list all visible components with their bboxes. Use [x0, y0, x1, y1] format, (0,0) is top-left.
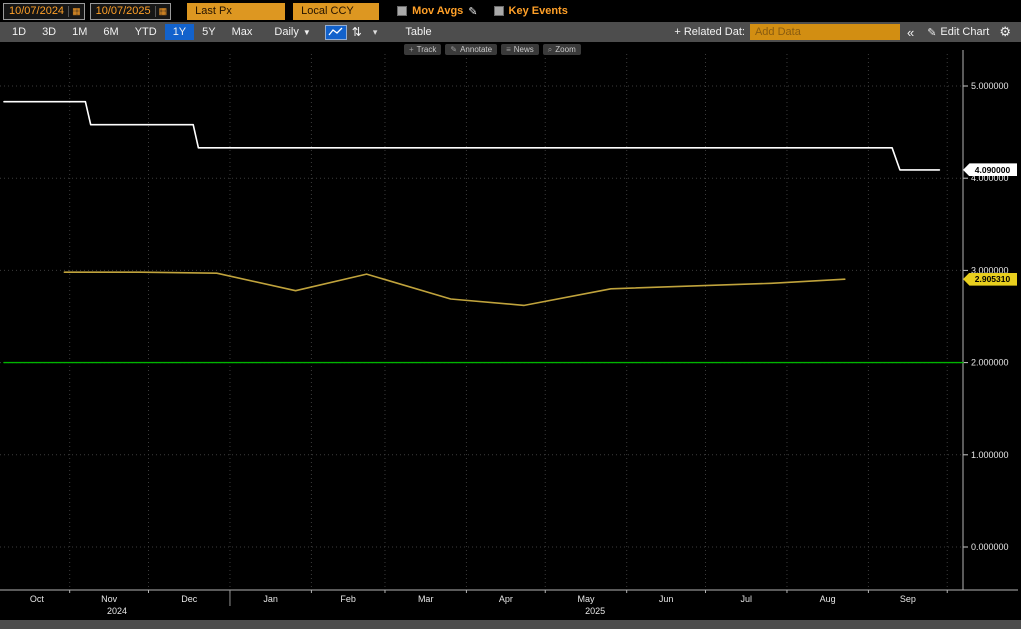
- svg-text:Jan: Jan: [263, 594, 278, 604]
- line-chart-type-icon[interactable]: [324, 24, 347, 40]
- key-events-label: Key Events: [508, 5, 568, 17]
- period-1d-button[interactable]: 1D: [12, 26, 27, 38]
- svg-text:Dec: Dec: [181, 594, 198, 604]
- add-data-input[interactable]: [749, 24, 900, 40]
- calendar-icon[interactable]: ▦: [68, 5, 81, 17]
- price-chart[interactable]: 0.000000 1.000000 2.000000 3.000000 4.000000…: [0, 42, 1021, 620]
- svg-text:Mar: Mar: [418, 594, 434, 604]
- key-events-group: Key Events: [493, 5, 568, 17]
- dropdown-caret-icon[interactable]: ▾: [372, 26, 378, 37]
- period-1y-button[interactable]: 1Y: [164, 24, 195, 40]
- chart-tool-annotate[interactable]: ✎ Annotate: [445, 44, 498, 55]
- key-events-checkbox[interactable]: [493, 6, 504, 16]
- svg-text:4.000000: 4.000000: [971, 173, 1009, 183]
- settings-gear-icon[interactable]: ⚙: [999, 24, 1011, 39]
- svg-text:Sep: Sep: [900, 594, 916, 604]
- chart-region: + Track ✎ Annotate ≡ News ⌕ Zoom 0.000000 1.0000…: [0, 42, 1021, 620]
- bottom-bar: [0, 620, 1021, 629]
- end-date-value: 10/07/2025: [95, 5, 151, 17]
- svg-text:Oct: Oct: [30, 594, 45, 604]
- period-1m-button[interactable]: 1M: [72, 26, 88, 38]
- last-price-tag-yellow: 2.905310: [963, 272, 1017, 286]
- related-data-label[interactable]: + Related Dat:: [674, 26, 745, 38]
- mov-avgs-group: Mov Avgs ✎: [397, 5, 478, 18]
- svg-text:Aug: Aug: [820, 594, 836, 604]
- last-price-tag-white: 4.090000: [963, 163, 1017, 177]
- chart-tool-zoom[interactable]: ⌕ Zoom: [542, 44, 581, 55]
- svg-text:Jun: Jun: [659, 594, 674, 604]
- settings-toolbar: 10/07/2024 ▦ 10/07/2025 ▦ Last Px Local …: [0, 0, 1021, 22]
- edit-pencil-icon: ✎: [927, 26, 937, 39]
- period-max-button[interactable]: Max: [231, 26, 253, 38]
- news-icon: ≡: [506, 45, 511, 54]
- chart-tool-track[interactable]: + Track: [404, 44, 442, 55]
- mov-avgs-pencil-icon[interactable]: ✎: [468, 5, 478, 18]
- svg-text:2.000000: 2.000000: [971, 358, 1009, 368]
- collapse-chevrons-icon[interactable]: «: [906, 24, 915, 40]
- plus-icon: +: [409, 45, 414, 54]
- svg-text:5.000000: 5.000000: [971, 81, 1009, 91]
- svg-text:Jul: Jul: [740, 594, 752, 604]
- chart-tool-label: Zoom: [555, 45, 576, 54]
- period-3d-button[interactable]: 3D: [42, 26, 57, 38]
- start-date-field[interactable]: 10/07/2024 ▦: [3, 2, 85, 20]
- chart-tool-label: Track: [416, 45, 437, 54]
- line-chart-glyph: [328, 27, 343, 36]
- chart-tool-label: News: [513, 45, 534, 54]
- period-buttons: 1D 3D 1M 6M YTD 1Y 5Y Max: [4, 24, 260, 40]
- magnifier-icon: ⌕: [547, 45, 553, 54]
- chart-tool-label: Annotate: [460, 45, 493, 54]
- table-button[interactable]: Table: [405, 26, 432, 38]
- svg-text:Apr: Apr: [499, 594, 513, 604]
- edit-chart-button[interactable]: ✎ Edit Chart: [921, 24, 995, 41]
- frequency-label: Daily: [274, 26, 299, 38]
- period-ytd-button[interactable]: YTD: [134, 26, 157, 38]
- svg-text:May: May: [577, 594, 595, 604]
- svg-text:1.000000: 1.000000: [971, 450, 1009, 460]
- chart-tool-news[interactable]: ≡ News: [501, 44, 539, 55]
- svg-text:Feb: Feb: [340, 594, 356, 604]
- currency-dropdown[interactable]: Local CCY: [293, 2, 380, 20]
- period-6m-button[interactable]: 6M: [103, 26, 119, 38]
- price-field-dropdown[interactable]: Last Px: [187, 2, 286, 20]
- sort-arrows-icon[interactable]: ⇅: [351, 25, 362, 39]
- svg-text:2025: 2025: [585, 606, 605, 616]
- pencil-icon: ✎: [450, 45, 458, 54]
- svg-text:2024: 2024: [107, 606, 127, 616]
- period-5y-button[interactable]: 5Y: [202, 26, 216, 38]
- end-date-field[interactable]: 10/07/2025 ▦: [89, 2, 172, 20]
- chart-toolbar: 1D 3D 1M 6M YTD 1Y 5Y Max Daily ▼ ⇅ ▾ Table + R…: [0, 22, 1021, 42]
- svg-text:0.000000: 0.000000: [971, 542, 1009, 552]
- mov-avgs-label: Mov Avgs: [412, 5, 464, 17]
- mov-avgs-checkbox[interactable]: [397, 6, 408, 16]
- start-date-value: 10/07/2024: [9, 5, 65, 17]
- svg-text:3.000000: 3.000000: [971, 265, 1009, 275]
- caret-down-icon: ▼: [302, 27, 311, 37]
- frequency-dropdown[interactable]: Daily ▼: [268, 24, 316, 40]
- calendar-icon[interactable]: ▦: [154, 5, 167, 17]
- svg-text:Nov: Nov: [101, 594, 118, 604]
- chart-mini-toolbar: + Track ✎ Annotate ≡ News ⌕ Zoom: [404, 44, 581, 55]
- edit-chart-label: Edit Chart: [940, 26, 990, 38]
